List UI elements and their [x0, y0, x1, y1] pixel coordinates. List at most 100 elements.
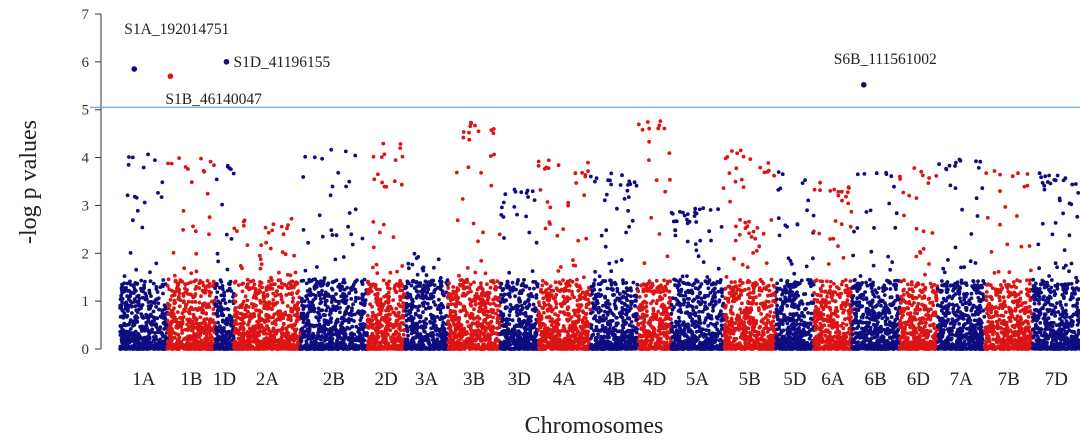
snp-point: [458, 328, 463, 333]
snp-point: [399, 342, 404, 346]
snp-point: [258, 266, 263, 271]
snp-point: [233, 279, 238, 284]
snp-point: [151, 338, 156, 343]
snp-point: [377, 340, 381, 345]
snp-point: [500, 288, 505, 293]
snp-point: [375, 287, 379, 292]
snp-point: [468, 282, 473, 287]
snp-point: [262, 303, 267, 307]
snp-point: [204, 311, 209, 316]
snp-point: [240, 336, 245, 340]
snp-point: [350, 331, 354, 336]
snp-point: [338, 310, 342, 315]
snp-point: [410, 262, 415, 267]
snp-point: [371, 154, 376, 159]
snp-point: [293, 270, 298, 275]
snp-point: [517, 335, 521, 340]
snp-point: [204, 344, 208, 348]
snp-point: [486, 326, 491, 330]
snp-point: [270, 282, 275, 287]
snp-point: [328, 294, 332, 299]
snp-point: [257, 314, 262, 319]
snp-point: [336, 299, 341, 304]
snp-point: [418, 281, 423, 285]
snp-point: [371, 245, 376, 250]
snp-point: [254, 296, 259, 301]
snp-point: [236, 336, 241, 341]
snp-point: [320, 156, 324, 161]
snp-point: [428, 293, 433, 298]
snp-point: [455, 286, 460, 291]
snp-point: [219, 293, 224, 298]
snp-point: [157, 307, 162, 312]
snp-point: [129, 290, 134, 295]
snp-point: [224, 232, 229, 237]
snp-point: [468, 124, 473, 129]
snp-point: [385, 306, 390, 310]
snp-point: [120, 341, 125, 346]
snp-point: [303, 268, 308, 273]
snp-point: [191, 326, 196, 331]
snp-point: [548, 205, 553, 210]
snp-point: [371, 220, 376, 224]
snp-point: [329, 147, 334, 152]
snp-point: [165, 318, 170, 323]
snp-point: [172, 273, 177, 278]
snp-point: [175, 282, 180, 286]
snp-point: [152, 318, 157, 323]
snp-point: [203, 325, 208, 330]
snp-point: [465, 320, 470, 324]
snp-point: [134, 267, 139, 272]
snp-point: [519, 291, 524, 295]
snp-point: [502, 236, 506, 240]
snp-point: [586, 302, 591, 307]
snp-point: [394, 329, 398, 334]
snp-point: [428, 347, 433, 351]
snp-point: [275, 289, 279, 293]
snp-point: [347, 211, 352, 215]
snp-point: [270, 286, 275, 291]
snp-point: [205, 191, 210, 196]
snp-point: [313, 341, 318, 345]
snp-point: [376, 172, 380, 177]
snp-point: [159, 331, 164, 335]
snp-point: [160, 313, 165, 317]
snp-point: [160, 308, 165, 313]
snp-point: [140, 225, 145, 230]
snp-point: [247, 345, 252, 350]
snp-point: [531, 302, 536, 307]
snp-point: [165, 284, 170, 288]
snp-point: [330, 233, 335, 237]
snp-point: [464, 330, 469, 334]
snp-point: [236, 328, 241, 333]
snp-point: [351, 282, 356, 287]
snp-point: [316, 318, 321, 323]
snp-point: [488, 154, 493, 159]
snp-point: [134, 314, 139, 319]
snp-point: [169, 161, 174, 166]
snp-point: [128, 279, 132, 284]
snp-point: [586, 169, 590, 174]
snp-point: [472, 280, 476, 285]
snp-point: [463, 313, 468, 318]
snp-point: [163, 338, 167, 343]
snp-point: [570, 289, 574, 294]
snp-point: [226, 347, 231, 351]
snp-point: [123, 337, 128, 342]
snp-point: [328, 307, 333, 312]
snp-point: [329, 228, 334, 233]
snp-point: [195, 332, 199, 336]
snp-point: [453, 323, 457, 328]
snp-point: [186, 299, 191, 304]
snp-point: [501, 200, 506, 205]
snp-point: [132, 194, 137, 199]
snp-point: [239, 340, 243, 344]
snp-point: [280, 300, 285, 305]
snp-point: [437, 342, 442, 347]
snp-point: [141, 316, 146, 320]
snp-point: [379, 155, 384, 160]
snp-point: [128, 299, 133, 304]
snp-point: [351, 302, 355, 307]
snp-point: [304, 339, 309, 343]
snp-point: [370, 318, 375, 323]
